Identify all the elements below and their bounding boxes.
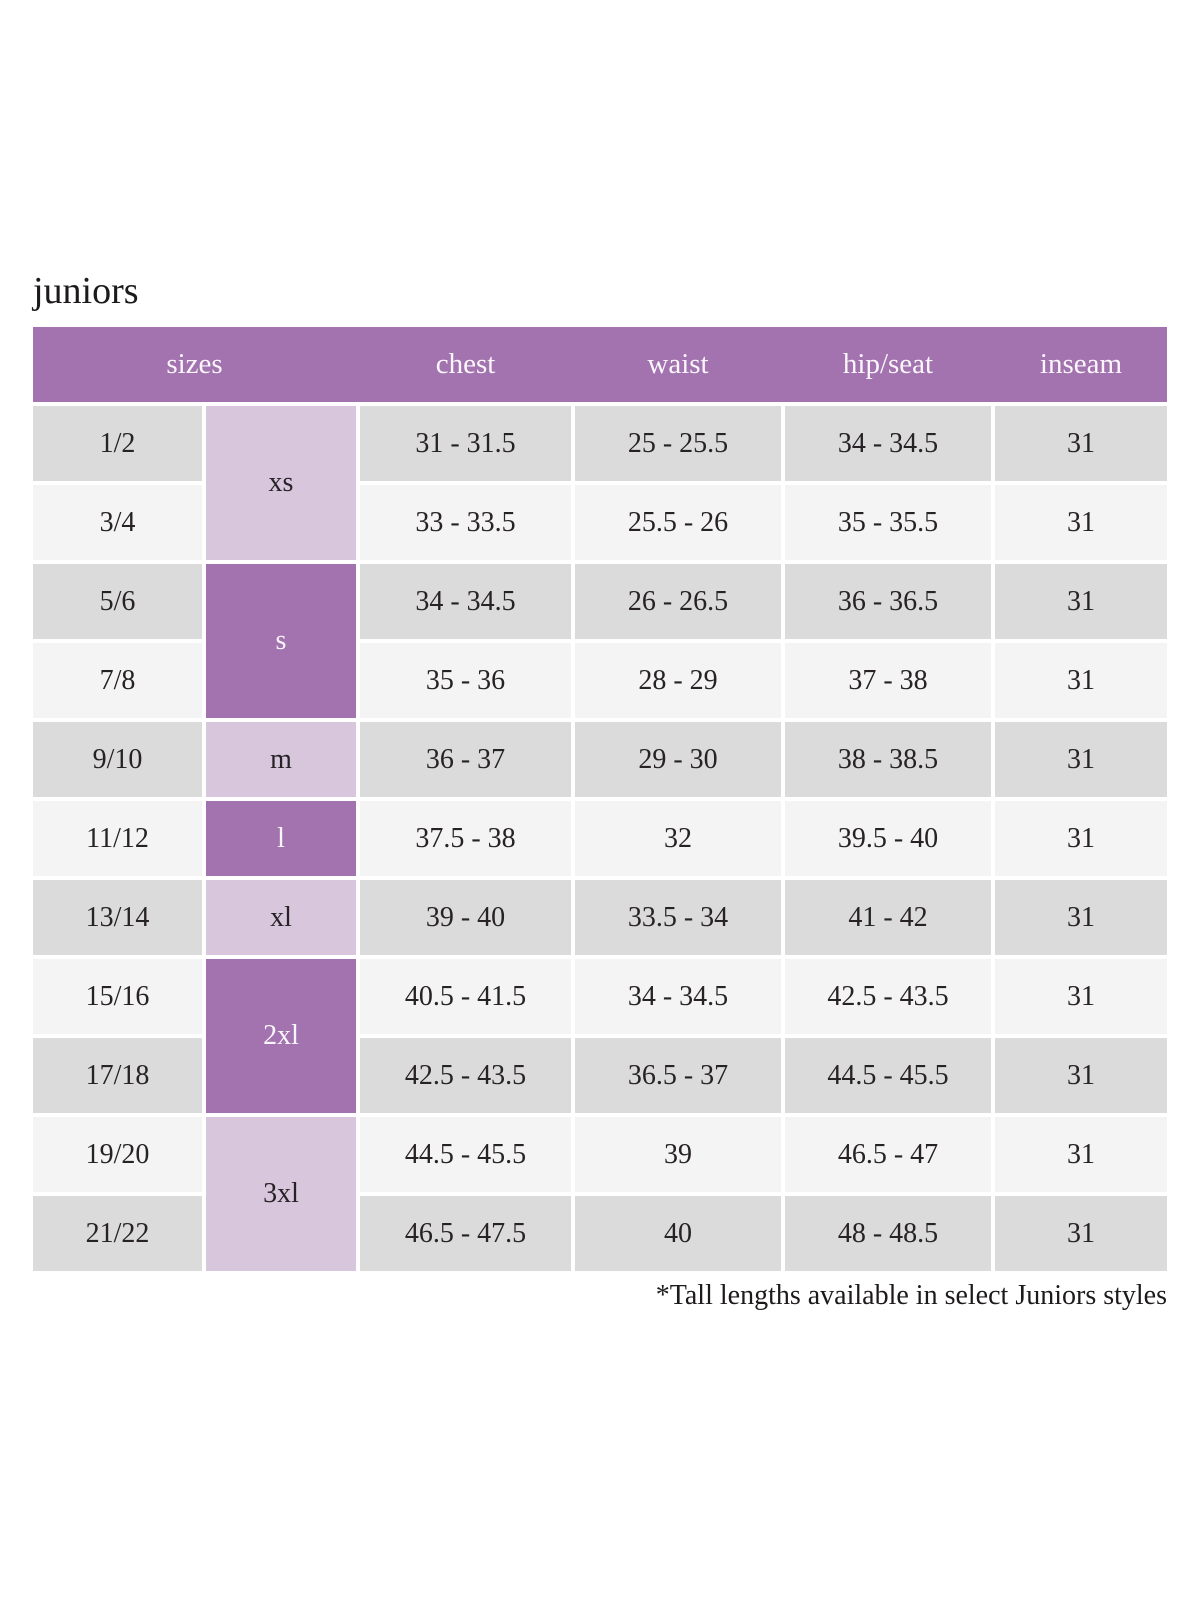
waist-cell: 36.5 - 37 bbox=[575, 1038, 781, 1113]
size-cell: 5/6 bbox=[33, 564, 202, 639]
chest-cell: 44.5 - 45.5 bbox=[360, 1117, 571, 1192]
hip-seat-cell: 48 - 48.5 bbox=[785, 1196, 991, 1271]
chest-cell: 35 - 36 bbox=[360, 643, 571, 718]
size-cell: 1/2 bbox=[33, 406, 202, 481]
size-cell: 7/8 bbox=[33, 643, 202, 718]
hip-seat-cell: 44.5 - 45.5 bbox=[785, 1038, 991, 1113]
hip-seat-cell: 39.5 - 40 bbox=[785, 801, 991, 876]
waist-cell: 25.5 - 26 bbox=[575, 485, 781, 560]
letter-size-cell-2xl: 2xl bbox=[206, 959, 356, 1113]
footnote: *Tall lengths available in select Junior… bbox=[655, 1280, 1167, 1311]
letter-size-cell-s: s bbox=[206, 564, 356, 718]
inseam-cell: 31 bbox=[995, 722, 1167, 797]
chest-cell: 39 - 40 bbox=[360, 880, 571, 955]
column-header-inseam: inseam bbox=[1039, 348, 1123, 380]
size-cell: 15/16 bbox=[33, 959, 202, 1034]
inseam-cell: 31 bbox=[995, 1117, 1167, 1192]
waist-cell: 26 - 26.5 bbox=[575, 564, 781, 639]
waist-cell: 40 bbox=[575, 1196, 781, 1271]
waist-cell: 25 - 25.5 bbox=[575, 406, 781, 481]
letter-size-cell-xs: xs bbox=[206, 406, 356, 560]
hip-seat-cell: 38 - 38.5 bbox=[785, 722, 991, 797]
chest-cell: 42.5 - 43.5 bbox=[360, 1038, 571, 1113]
inseam-cell: 31 bbox=[995, 880, 1167, 955]
waist-cell: 34 - 34.5 bbox=[575, 959, 781, 1034]
size-chart-page: juniors sizes chest waist hip/seat inseam 1/… bbox=[33, 270, 1167, 1311]
chest-cell: 31 - 31.5 bbox=[360, 406, 571, 481]
letter-size-cell-3xl: 3xl bbox=[206, 1117, 356, 1271]
inseam-cell: 31 bbox=[995, 406, 1167, 481]
table-header-row: sizes chest waist hip/seat inseam bbox=[33, 327, 1167, 402]
chest-cell: 34 - 34.5 bbox=[360, 564, 571, 639]
chest-cell: 36 - 37 bbox=[360, 722, 571, 797]
hip-seat-cell: 42.5 - 43.5 bbox=[785, 959, 991, 1034]
table-body: 1/2 31 - 31.5 25 - 25.5 34 - 34.5 31 3/4 33 - … bbox=[33, 406, 1167, 1271]
inseam-cell: 31 bbox=[995, 643, 1167, 718]
hip-seat-cell: 36 - 36.5 bbox=[785, 564, 991, 639]
chest-cell: 33 - 33.5 bbox=[360, 485, 571, 560]
size-cell: 17/18 bbox=[33, 1038, 202, 1113]
size-cell: 21/22 bbox=[33, 1196, 202, 1271]
waist-cell: 33.5 - 34 bbox=[575, 880, 781, 955]
waist-cell: 32 bbox=[575, 801, 781, 876]
size-cell: 3/4 bbox=[33, 485, 202, 560]
hip-seat-cell: 41 - 42 bbox=[785, 880, 991, 955]
inseam-cell: 31 bbox=[995, 801, 1167, 876]
column-header-chest: chest bbox=[435, 348, 496, 380]
letter-size-cell-l: l bbox=[206, 801, 356, 876]
column-header-waist: waist bbox=[647, 348, 709, 380]
page-title: juniors bbox=[33, 270, 139, 312]
size-cell: 11/12 bbox=[33, 801, 202, 876]
inseam-cell: 31 bbox=[995, 1196, 1167, 1271]
column-header-hip-seat: hip/seat bbox=[842, 348, 934, 380]
chest-cell: 37.5 - 38 bbox=[360, 801, 571, 876]
waist-cell: 39 bbox=[575, 1117, 781, 1192]
hip-seat-cell: 35 - 35.5 bbox=[785, 485, 991, 560]
hip-seat-cell: 46.5 - 47 bbox=[785, 1117, 991, 1192]
inseam-cell: 31 bbox=[995, 959, 1167, 1034]
hip-seat-cell: 34 - 34.5 bbox=[785, 406, 991, 481]
size-cell: 19/20 bbox=[33, 1117, 202, 1192]
chest-cell: 46.5 - 47.5 bbox=[360, 1196, 571, 1271]
juniors-size-chart: sizes chest waist hip/seat inseam 1/2 31 - 31… bbox=[33, 327, 1167, 1271]
size-cell: 9/10 bbox=[33, 722, 202, 797]
waist-cell: 28 - 29 bbox=[575, 643, 781, 718]
inseam-cell: 31 bbox=[995, 564, 1167, 639]
inseam-cell: 31 bbox=[995, 1038, 1167, 1113]
letter-size-cell-m: m bbox=[206, 722, 356, 797]
chest-cell: 40.5 - 41.5 bbox=[360, 959, 571, 1034]
letter-size-cell-xl: xl bbox=[206, 880, 356, 955]
column-header-sizes: sizes bbox=[166, 348, 223, 380]
waist-cell: 29 - 30 bbox=[575, 722, 781, 797]
size-cell: 13/14 bbox=[33, 880, 202, 955]
inseam-cell: 31 bbox=[995, 485, 1167, 560]
hip-seat-cell: 37 - 38 bbox=[785, 643, 991, 718]
